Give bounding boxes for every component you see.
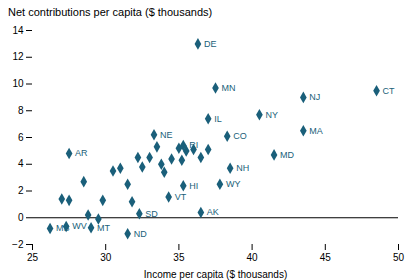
svg-text:12: 12	[12, 51, 24, 62]
svg-text:NH: NH	[236, 163, 249, 173]
svg-text:NE: NE	[160, 130, 173, 140]
svg-text:2: 2	[18, 185, 24, 196]
svg-text:SD: SD	[145, 209, 158, 219]
svg-text:30: 30	[100, 252, 112, 263]
svg-text:RI: RI	[189, 140, 198, 150]
svg-text:VT: VT	[175, 192, 187, 202]
svg-text:MS: MS	[56, 223, 70, 233]
svg-text:35: 35	[173, 252, 185, 263]
svg-text:45: 45	[320, 252, 332, 263]
svg-text:DE: DE	[204, 39, 217, 49]
svg-text:CO: CO	[233, 131, 247, 141]
svg-text:14: 14	[12, 25, 24, 36]
svg-text:40: 40	[247, 252, 259, 263]
svg-text:WY: WY	[226, 179, 241, 189]
svg-text:AR: AR	[75, 148, 88, 158]
svg-text:MN: MN	[222, 83, 236, 93]
svg-text:HI: HI	[189, 181, 198, 191]
svg-text:NJ: NJ	[309, 92, 320, 102]
svg-text:IL: IL	[214, 114, 222, 124]
svg-text:ND: ND	[134, 229, 147, 239]
svg-text:4: 4	[18, 158, 24, 169]
svg-text:MT: MT	[97, 223, 110, 233]
svg-text:8: 8	[18, 105, 24, 116]
svg-text:MA: MA	[309, 126, 323, 136]
svg-text:6: 6	[18, 132, 24, 143]
svg-text:MD: MD	[280, 150, 294, 160]
svg-text:50: 50	[393, 252, 405, 263]
svg-text:Income per capita ($ thousands: Income per capita ($ thousands)	[144, 269, 287, 280]
svg-text:CT: CT	[383, 86, 395, 96]
svg-text:25: 25	[27, 252, 39, 263]
svg-text:WV: WV	[72, 221, 87, 231]
svg-text:10: 10	[12, 78, 24, 89]
svg-text:AK: AK	[207, 207, 219, 217]
svg-text:0: 0	[18, 212, 24, 223]
svg-text:−2: −2	[12, 239, 24, 250]
svg-text:NY: NY	[265, 110, 278, 120]
html-text:Net contributions per capita (: Net contributions per capita ($ thousand…	[8, 6, 213, 18]
